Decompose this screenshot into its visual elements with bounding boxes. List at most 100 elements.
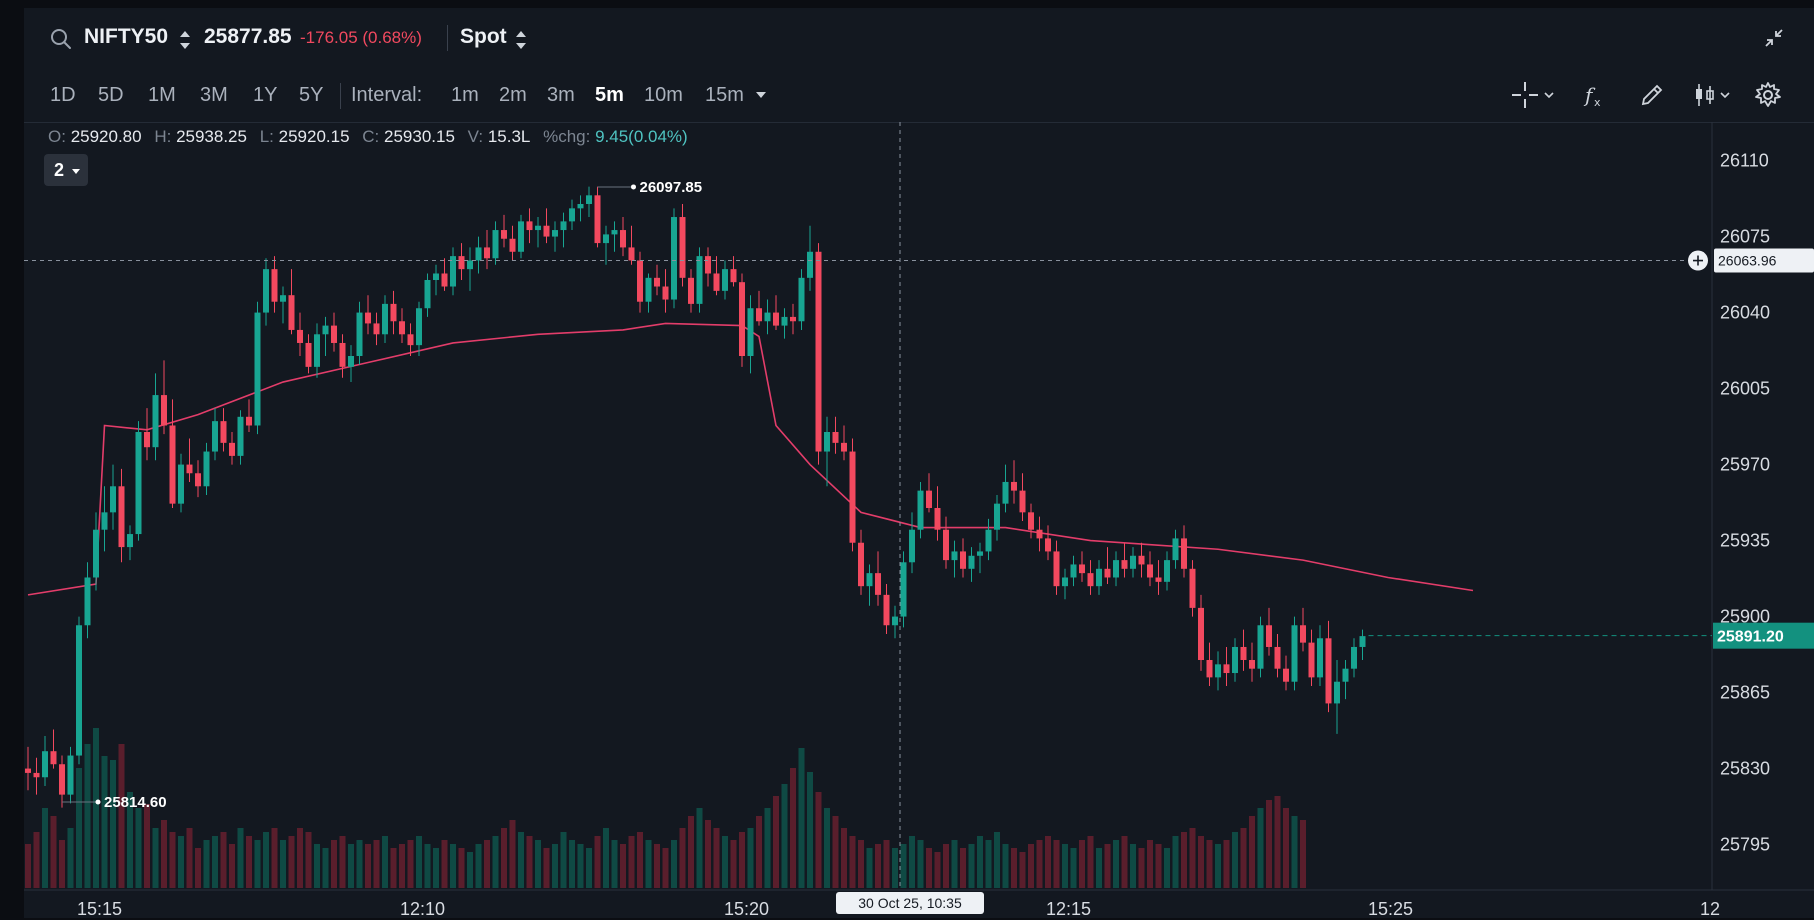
volume-bar (135, 808, 142, 888)
candle-body (1172, 538, 1179, 561)
volume-bar (1121, 836, 1128, 888)
volume-bar (654, 844, 660, 888)
volume-bar (501, 828, 507, 888)
symbol-name[interactable]: NIFTY50 (84, 25, 169, 48)
volume-bar (841, 828, 847, 888)
interval-10m[interactable]: 10m (644, 84, 683, 106)
range-5y[interactable]: 5Y (299, 84, 324, 106)
candle-body (1317, 638, 1323, 678)
chart-type-dropdown-icon[interactable] (1719, 90, 1731, 100)
cursor-dropdown-icon[interactable] (1543, 90, 1555, 100)
volume-bar (764, 808, 771, 888)
volume-bar (161, 820, 167, 888)
volume-bar (1053, 840, 1060, 888)
candle-body (1121, 560, 1128, 569)
volume-bar (892, 848, 898, 888)
volume-bar (1198, 836, 1204, 888)
chart-type-icon[interactable] (1691, 80, 1721, 110)
candle-body (892, 616, 898, 626)
price-change: -176.05 (0.68%) (300, 28, 422, 47)
interval-1m[interactable]: 1m (451, 84, 479, 106)
candle-body (577, 204, 584, 209)
candle-body (866, 573, 873, 587)
high-marker-label: 26097.85 (640, 179, 703, 196)
time-tick: 12:15 (1046, 899, 1092, 919)
volume-bar (1113, 840, 1119, 888)
candle-body (1266, 625, 1272, 647)
segment-switch-icon[interactable] (514, 27, 528, 53)
volume-bar (144, 804, 150, 888)
candle-body (960, 551, 966, 569)
candle-body (756, 308, 762, 322)
volume-bar (1206, 840, 1213, 888)
candle-body (1215, 664, 1221, 678)
pane-selector[interactable]: 2 (44, 154, 88, 186)
candle-body (1130, 555, 1136, 569)
range-1d[interactable]: 1D (50, 84, 76, 106)
volume-bar (212, 836, 218, 888)
candle-body (263, 269, 269, 313)
volume-bar (832, 816, 839, 888)
interval-3m[interactable]: 3m (547, 84, 575, 106)
symbol-switch-icon[interactable] (178, 27, 192, 53)
collapse-icon[interactable] (1762, 26, 1786, 50)
volume-bar (798, 748, 805, 888)
crosshair-icon[interactable] (1510, 80, 1540, 110)
volume-bar (416, 836, 422, 888)
interval-more-icon[interactable] (755, 90, 767, 100)
interval-2m[interactable]: 2m (499, 84, 527, 106)
candle-body (1096, 568, 1102, 587)
candle-body (1045, 538, 1051, 552)
segment-selector[interactable]: Spot (460, 25, 507, 48)
last-price-tag (1713, 622, 1814, 649)
plus-icon (1693, 255, 1703, 266)
volume-bar (917, 840, 924, 888)
range-1y[interactable]: 1Y (253, 84, 278, 106)
volume-bar (781, 784, 788, 888)
candle-body (390, 303, 397, 322)
drawing-tools-icon[interactable] (1637, 80, 1667, 110)
volume-bar (569, 840, 575, 888)
volume-bar (926, 848, 932, 888)
settings-gear-icon[interactable] (1753, 80, 1783, 110)
volume-bar (628, 836, 635, 888)
interval-15m[interactable]: 15m (705, 84, 744, 106)
candle-body (849, 451, 856, 543)
candle-body (254, 312, 261, 426)
range-3m[interactable]: 3M (200, 84, 228, 106)
volume-bar (875, 844, 881, 888)
candle-body (705, 256, 711, 274)
price-chart[interactable]: 26110 26075 26040 26005 25970 25935 25900 25865… (24, 8, 1814, 918)
candle-body (33, 772, 40, 778)
range-1m[interactable]: 1M (148, 84, 176, 106)
candle-body (1070, 564, 1077, 578)
close-label: C: (362, 127, 380, 146)
volume-bar (305, 832, 312, 888)
volume-bar (934, 852, 941, 888)
candle-body (662, 286, 669, 300)
range-5d[interactable]: 5D (98, 84, 124, 106)
candle-body (1240, 646, 1247, 660)
candle-body (713, 273, 720, 291)
volume-bar (943, 844, 949, 888)
interval-5m[interactable]: 5m (595, 84, 624, 106)
volume-bar (1045, 836, 1051, 888)
search-icon[interactable] (49, 27, 73, 51)
candle-body (1334, 681, 1340, 704)
volume-bar (1249, 816, 1255, 888)
candle-body (1053, 551, 1060, 587)
candle-body (416, 308, 422, 346)
candle-body (611, 230, 618, 235)
volume-bar (195, 848, 201, 888)
close-value: 25930.15 (384, 127, 455, 146)
candle-body (84, 577, 91, 626)
indicators-icon[interactable]: f x (1581, 80, 1611, 110)
volume-bar (407, 840, 414, 888)
candle-body (356, 312, 363, 356)
candle-body (407, 334, 414, 346)
candle-body (1002, 481, 1009, 504)
volume-bar (705, 820, 711, 888)
volume-bar (297, 828, 303, 888)
volume-bar (611, 840, 618, 888)
volume-bar (1283, 808, 1289, 888)
